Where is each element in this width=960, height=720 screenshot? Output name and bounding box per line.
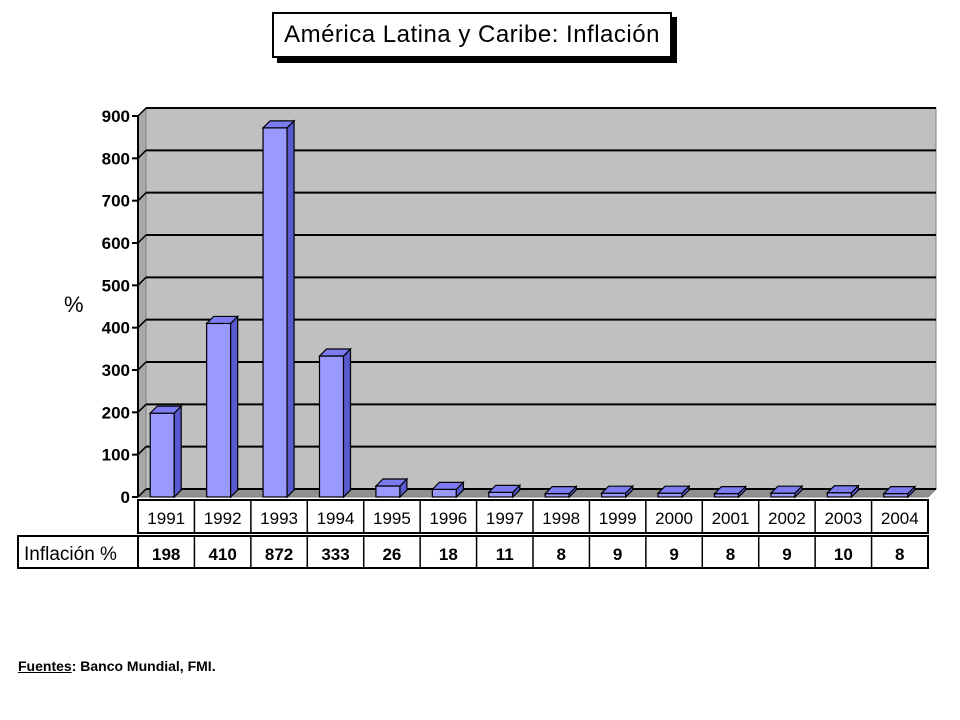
y-tick-label: 800 xyxy=(102,149,130,168)
bar-top xyxy=(205,315,240,325)
x-tick-label: 2004 xyxy=(881,509,919,528)
x-tick-label: 1992 xyxy=(204,509,242,528)
x-tick-label: 2002 xyxy=(768,509,806,528)
x-tick-label: 1998 xyxy=(542,509,580,528)
data-label: 9 xyxy=(613,545,622,564)
source-label: Fuentes xyxy=(18,658,72,674)
source-note: Fuentes: Banco Mundial, FMI. xyxy=(18,658,216,674)
source-text: Banco Mundial, FMI. xyxy=(80,658,216,674)
data-label: 872 xyxy=(265,545,293,564)
x-tick-label: 1995 xyxy=(373,509,411,528)
bar xyxy=(149,412,175,498)
x-tick-label: 1996 xyxy=(429,509,467,528)
bar-top xyxy=(318,348,352,357)
table-data-row xyxy=(17,535,929,569)
bar-top xyxy=(656,485,691,494)
gridline-side xyxy=(137,403,147,413)
y-tick-label: 100 xyxy=(102,446,130,465)
gridline-side xyxy=(137,488,147,498)
y-tick-label: 500 xyxy=(102,276,130,295)
y-tick-label: 0 xyxy=(121,488,130,507)
data-label: 198 xyxy=(152,545,180,564)
bar-side xyxy=(173,404,182,499)
x-tick-label: 1993 xyxy=(260,509,298,528)
x-tick-label: 1999 xyxy=(599,509,637,528)
bar-top xyxy=(148,405,183,414)
bar-top xyxy=(261,120,296,129)
x-tick-label: 2000 xyxy=(655,509,693,528)
y-tick-label: 600 xyxy=(102,234,130,253)
data-label: 9 xyxy=(669,545,678,564)
gridline-side xyxy=(137,107,147,117)
x-tick-label: 2001 xyxy=(712,509,750,528)
y-tick-label: 400 xyxy=(102,319,130,338)
bar-top xyxy=(374,478,409,487)
bar-side xyxy=(286,119,295,499)
x-tick-label: 1994 xyxy=(317,509,355,528)
table-row-label: Inflación % xyxy=(24,544,117,565)
plot-left-wall xyxy=(137,106,147,499)
data-label: 10 xyxy=(834,545,853,564)
x-tick-label: 1997 xyxy=(486,509,524,528)
y-tick-label: 300 xyxy=(102,361,130,380)
data-label: 18 xyxy=(439,545,458,564)
bar-side xyxy=(342,347,352,499)
bar-top xyxy=(825,485,860,494)
bar xyxy=(488,491,514,498)
gridline-side xyxy=(137,192,147,202)
bar xyxy=(375,485,401,498)
gridline-side xyxy=(137,361,147,371)
bar xyxy=(206,322,232,498)
bar-top xyxy=(543,486,578,495)
data-label: 333 xyxy=(321,545,349,564)
data-label: 9 xyxy=(782,545,791,564)
bar-top xyxy=(769,485,804,494)
bar-side xyxy=(230,314,239,499)
y-tick-label: 200 xyxy=(102,403,130,422)
bar-top xyxy=(600,485,635,494)
y-tick-label: 700 xyxy=(102,192,130,211)
data-label: 8 xyxy=(556,545,565,564)
source-colon: : xyxy=(71,658,77,674)
gridline-side xyxy=(137,446,147,456)
gridline-side xyxy=(137,149,147,159)
x-tick-label: 2003 xyxy=(824,509,862,528)
bar xyxy=(262,127,288,498)
plot-floor xyxy=(136,488,938,498)
data-label: 8 xyxy=(895,545,904,564)
data-label: 8 xyxy=(726,545,735,564)
bar xyxy=(318,355,345,498)
bar-top xyxy=(713,486,747,495)
chart-title: América Latina y Caribe: Inflación xyxy=(272,12,672,58)
bar-top xyxy=(882,486,917,495)
gridline-side xyxy=(137,319,147,329)
gridline-side xyxy=(137,276,147,286)
y-axis-label: % xyxy=(64,292,84,317)
bar xyxy=(431,488,457,498)
x-tick-label: 1991 xyxy=(147,509,185,528)
bar-top xyxy=(430,481,465,490)
gridline-side xyxy=(137,234,147,244)
bar xyxy=(826,492,852,498)
y-tick-label: 900 xyxy=(102,107,130,126)
bar-top xyxy=(487,484,522,493)
data-label: 26 xyxy=(382,545,401,564)
data-label: 11 xyxy=(496,545,514,564)
data-label: 410 xyxy=(208,545,236,564)
